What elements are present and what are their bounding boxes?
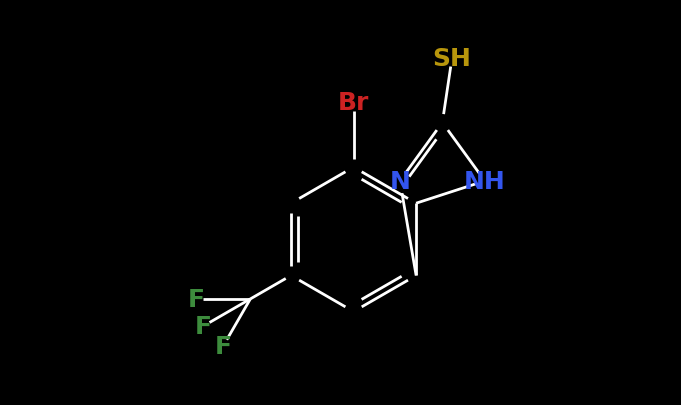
Text: F: F	[188, 287, 205, 311]
Text: N: N	[390, 169, 411, 194]
Text: F: F	[195, 314, 212, 338]
Text: F: F	[215, 334, 232, 358]
Text: SH: SH	[432, 47, 471, 71]
Text: Br: Br	[338, 91, 369, 115]
Text: NH: NH	[464, 169, 506, 194]
